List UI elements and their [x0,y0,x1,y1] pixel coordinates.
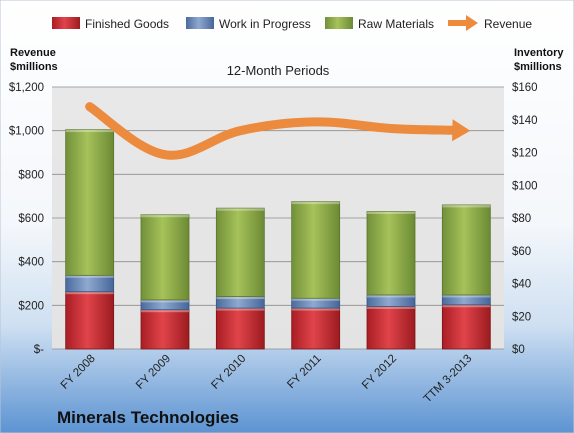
left-axis-ticks: $- $200 $400 $600 $800 $1,000 $1,200 [9,82,44,356]
bar-finished-goods [65,291,115,350]
left-axis-tick-label: $1,000 [9,126,44,138]
revenue-series [85,102,471,160]
bar-top-highlight [367,211,415,214]
bar-raw-materials [215,207,265,298]
left-axis-tick-label: $- [34,344,44,356]
bar-top-highlight [65,291,114,295]
left-axis-tick-label: $200 [18,300,44,312]
bar-top-highlight [65,275,114,278]
revenue-arrowhead [452,119,471,142]
right-axis-tick-label: $100 [512,180,538,192]
bar-top-highlight [442,294,491,298]
bars [65,129,491,350]
bar-top-highlight [442,204,491,208]
bar-top-highlight [291,201,340,205]
bar-top-highlight [291,298,340,301]
bar-top-highlight [216,296,265,300]
bar-finished-goods [366,306,416,350]
left-axis-tick-label: $600 [18,213,44,225]
left-axis-tick-label: $800 [18,169,44,181]
bar-top-highlight [141,309,189,313]
legend-label-work-in-progress: Work in Progress [219,17,311,31]
bar-top-highlight [65,129,114,133]
bar-top-highlight [141,299,189,303]
legend-label-finished-goods: Finished Goods [85,17,169,31]
left-axis-tick-label: $1,200 [9,82,44,94]
right-axis-title-line2: $millions [514,61,562,73]
revenue-line [85,102,457,160]
right-axis-tick-label: $60 [512,246,531,258]
legend: Finished Goods Work in Progress Raw Mate… [52,15,532,31]
right-axis-tick-label: $20 [512,311,531,323]
right-axis-tick-label: $160 [512,82,538,94]
bar-raw-materials [441,204,491,296]
bar-top-highlight [367,294,415,298]
company-name: Minerals Technologies [57,408,239,427]
legend-label-raw-materials: Raw Materials [358,17,434,31]
legend-swatch-raw-materials [325,17,353,29]
left-axis-tick-label: $400 [18,257,44,269]
right-axis-ticks: $0 $20 $40 $60 $80 $100 $120 $140 $160 [512,82,538,356]
legend-swatch-finished-goods [52,17,80,29]
bar-finished-goods [291,307,341,350]
legend-swatch-work-in-progress [186,17,214,29]
right-axis-tick-label: $120 [512,148,538,160]
right-axis-tick-label: $40 [512,279,531,291]
bar-raw-materials [65,129,115,276]
bar-top-highlight [291,308,340,311]
left-axis-title-line2: $millions [10,61,58,73]
bar-finished-goods [441,304,491,350]
bar-top-highlight [442,304,491,308]
bar-top-highlight [216,208,265,211]
bar-finished-goods [140,309,190,350]
right-axis-tick-label: $0 [512,344,525,356]
left-axis-title-line1: Revenue [10,47,56,59]
right-axis-tick-label: $140 [512,115,538,127]
bar-finished-goods [215,307,265,350]
right-axis-tick-label: $80 [512,213,531,225]
bar-raw-materials [291,201,341,299]
chart-title: 12-Month Periods [227,63,330,78]
bar-top-highlight [367,306,415,309]
bar-top-highlight [216,308,265,311]
bar-top-highlight [141,214,189,218]
bar-raw-materials [140,214,190,301]
bar-raw-materials [366,211,416,296]
legend-swatch-revenue [448,15,478,31]
legend-label-revenue: Revenue [484,17,532,31]
right-axis-title-line1: Inventory [514,47,564,59]
